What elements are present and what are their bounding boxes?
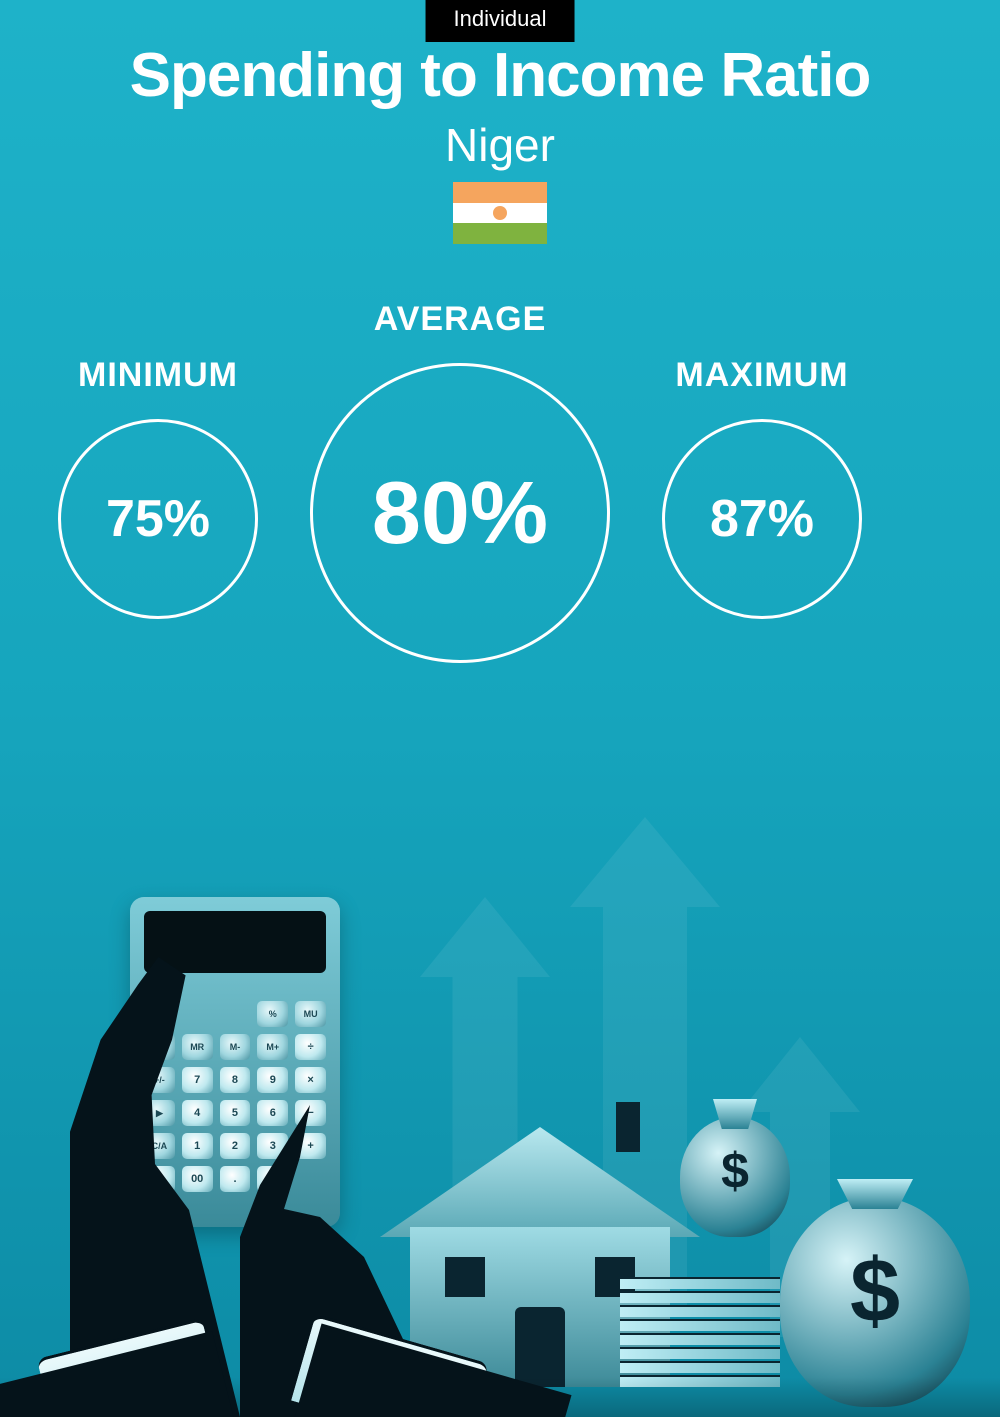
calculator-key: M+ [257, 1034, 288, 1060]
flag-stripe-middle [453, 203, 547, 224]
stats-row: MINIMUM 75% AVERAGE 80% MAXIMUM 87% [0, 300, 1000, 720]
stat-maximum-value: 87% [710, 489, 814, 549]
flag-center-dot [493, 206, 507, 220]
flag-stripe-bottom [453, 223, 547, 244]
calculator-key: +/- [144, 1067, 175, 1093]
calculator-key: 2 [220, 1133, 251, 1159]
stat-minimum: MINIMUM 75% [58, 356, 258, 619]
house-door [515, 1307, 565, 1387]
calculator-key: 9 [257, 1067, 288, 1093]
niger-flag-icon [453, 182, 547, 244]
stat-minimum-value: 75% [106, 489, 210, 549]
suit-sleeve [0, 1331, 241, 1417]
house-icon [380, 1127, 700, 1387]
calculator-key: 8 [220, 1067, 251, 1093]
house-roof [380, 1127, 700, 1237]
calculator-key: ▶ [144, 1100, 175, 1126]
calculator-icon: %MUMCMRM-M+÷+/-789×▶456−C/A123+000.= [130, 897, 340, 1227]
hand-left [70, 957, 240, 1417]
calculator-key: % [257, 1001, 288, 1027]
calculator-key: C/A [144, 1133, 175, 1159]
flag-stripe-top [453, 182, 547, 203]
suit-sleeve [288, 1323, 571, 1417]
calculator-key: MU [295, 1001, 326, 1027]
stat-minimum-label: MINIMUM [58, 356, 258, 395]
infographic-page: Individual Spending to Income Ratio Nige… [0, 0, 1000, 1417]
shirt-cuff [37, 1318, 224, 1417]
calculator-key: 3 [257, 1133, 288, 1159]
page-title: Spending to Income Ratio [0, 40, 1000, 111]
calculator-key: 1 [182, 1133, 213, 1159]
calculator-key: MC [144, 1034, 175, 1060]
calculator-key: 5 [220, 1100, 251, 1126]
calculator-key: 0 [144, 1166, 175, 1192]
up-arrow-icon [740, 1037, 860, 1337]
calculator-key: MR [182, 1034, 213, 1060]
ground-shadow [0, 1377, 1000, 1417]
shirt-cuff [291, 1314, 489, 1417]
calculator-key: = [257, 1166, 288, 1192]
calculator-screen [144, 911, 326, 973]
calculator-key: M- [220, 1034, 251, 1060]
stat-minimum-circle: 75% [58, 419, 258, 619]
illustration: $ $ %MUMCMRM-M+÷+/-789×▶456−C/A123+000.= [0, 797, 1000, 1417]
house-chimney [616, 1102, 640, 1152]
stat-average: AVERAGE 80% [310, 300, 610, 663]
calculator-key: 4 [182, 1100, 213, 1126]
calculator-key: ÷ [295, 1034, 326, 1060]
country-name: Niger [0, 118, 1000, 172]
category-badge: Individual [426, 0, 575, 42]
stat-average-circle: 80% [310, 363, 610, 663]
calculator-keypad: %MUMCMRM-M+÷+/-789×▶456−C/A123+000.= [144, 1001, 326, 1192]
calculator-key: . [220, 1166, 251, 1192]
calculator-key: 6 [257, 1100, 288, 1126]
calculator-key: 00 [182, 1166, 213, 1192]
stat-maximum-label: MAXIMUM [662, 356, 862, 395]
house-body [410, 1227, 670, 1387]
cash-stack-icon [620, 1267, 780, 1387]
up-arrow-icon [420, 897, 550, 1297]
house-window [445, 1257, 485, 1297]
hand-right [240, 1017, 440, 1417]
dollar-sign-icon: $ [850, 1240, 900, 1343]
hands-holding-calculator-icon: %MUMCMRM-M+÷+/-789×▶456−C/A123+000.= [0, 857, 480, 1417]
calculator-key: − [295, 1100, 326, 1126]
money-bag-tie [837, 1179, 913, 1209]
stat-maximum: MAXIMUM 87% [662, 356, 862, 619]
dollar-sign-icon: $ [721, 1142, 749, 1200]
calculator-key: 7 [182, 1067, 213, 1093]
stat-average-label: AVERAGE [310, 300, 610, 339]
up-arrow-icon [570, 817, 720, 1317]
house-window [595, 1257, 635, 1297]
money-bag-icon: $ [680, 1117, 790, 1237]
money-bag-icon: $ [780, 1197, 970, 1407]
stat-average-value: 80% [372, 462, 548, 564]
stat-maximum-circle: 87% [662, 419, 862, 619]
calculator-key: × [295, 1067, 326, 1093]
money-bag-tie [713, 1099, 757, 1129]
calculator-key: + [295, 1133, 326, 1159]
